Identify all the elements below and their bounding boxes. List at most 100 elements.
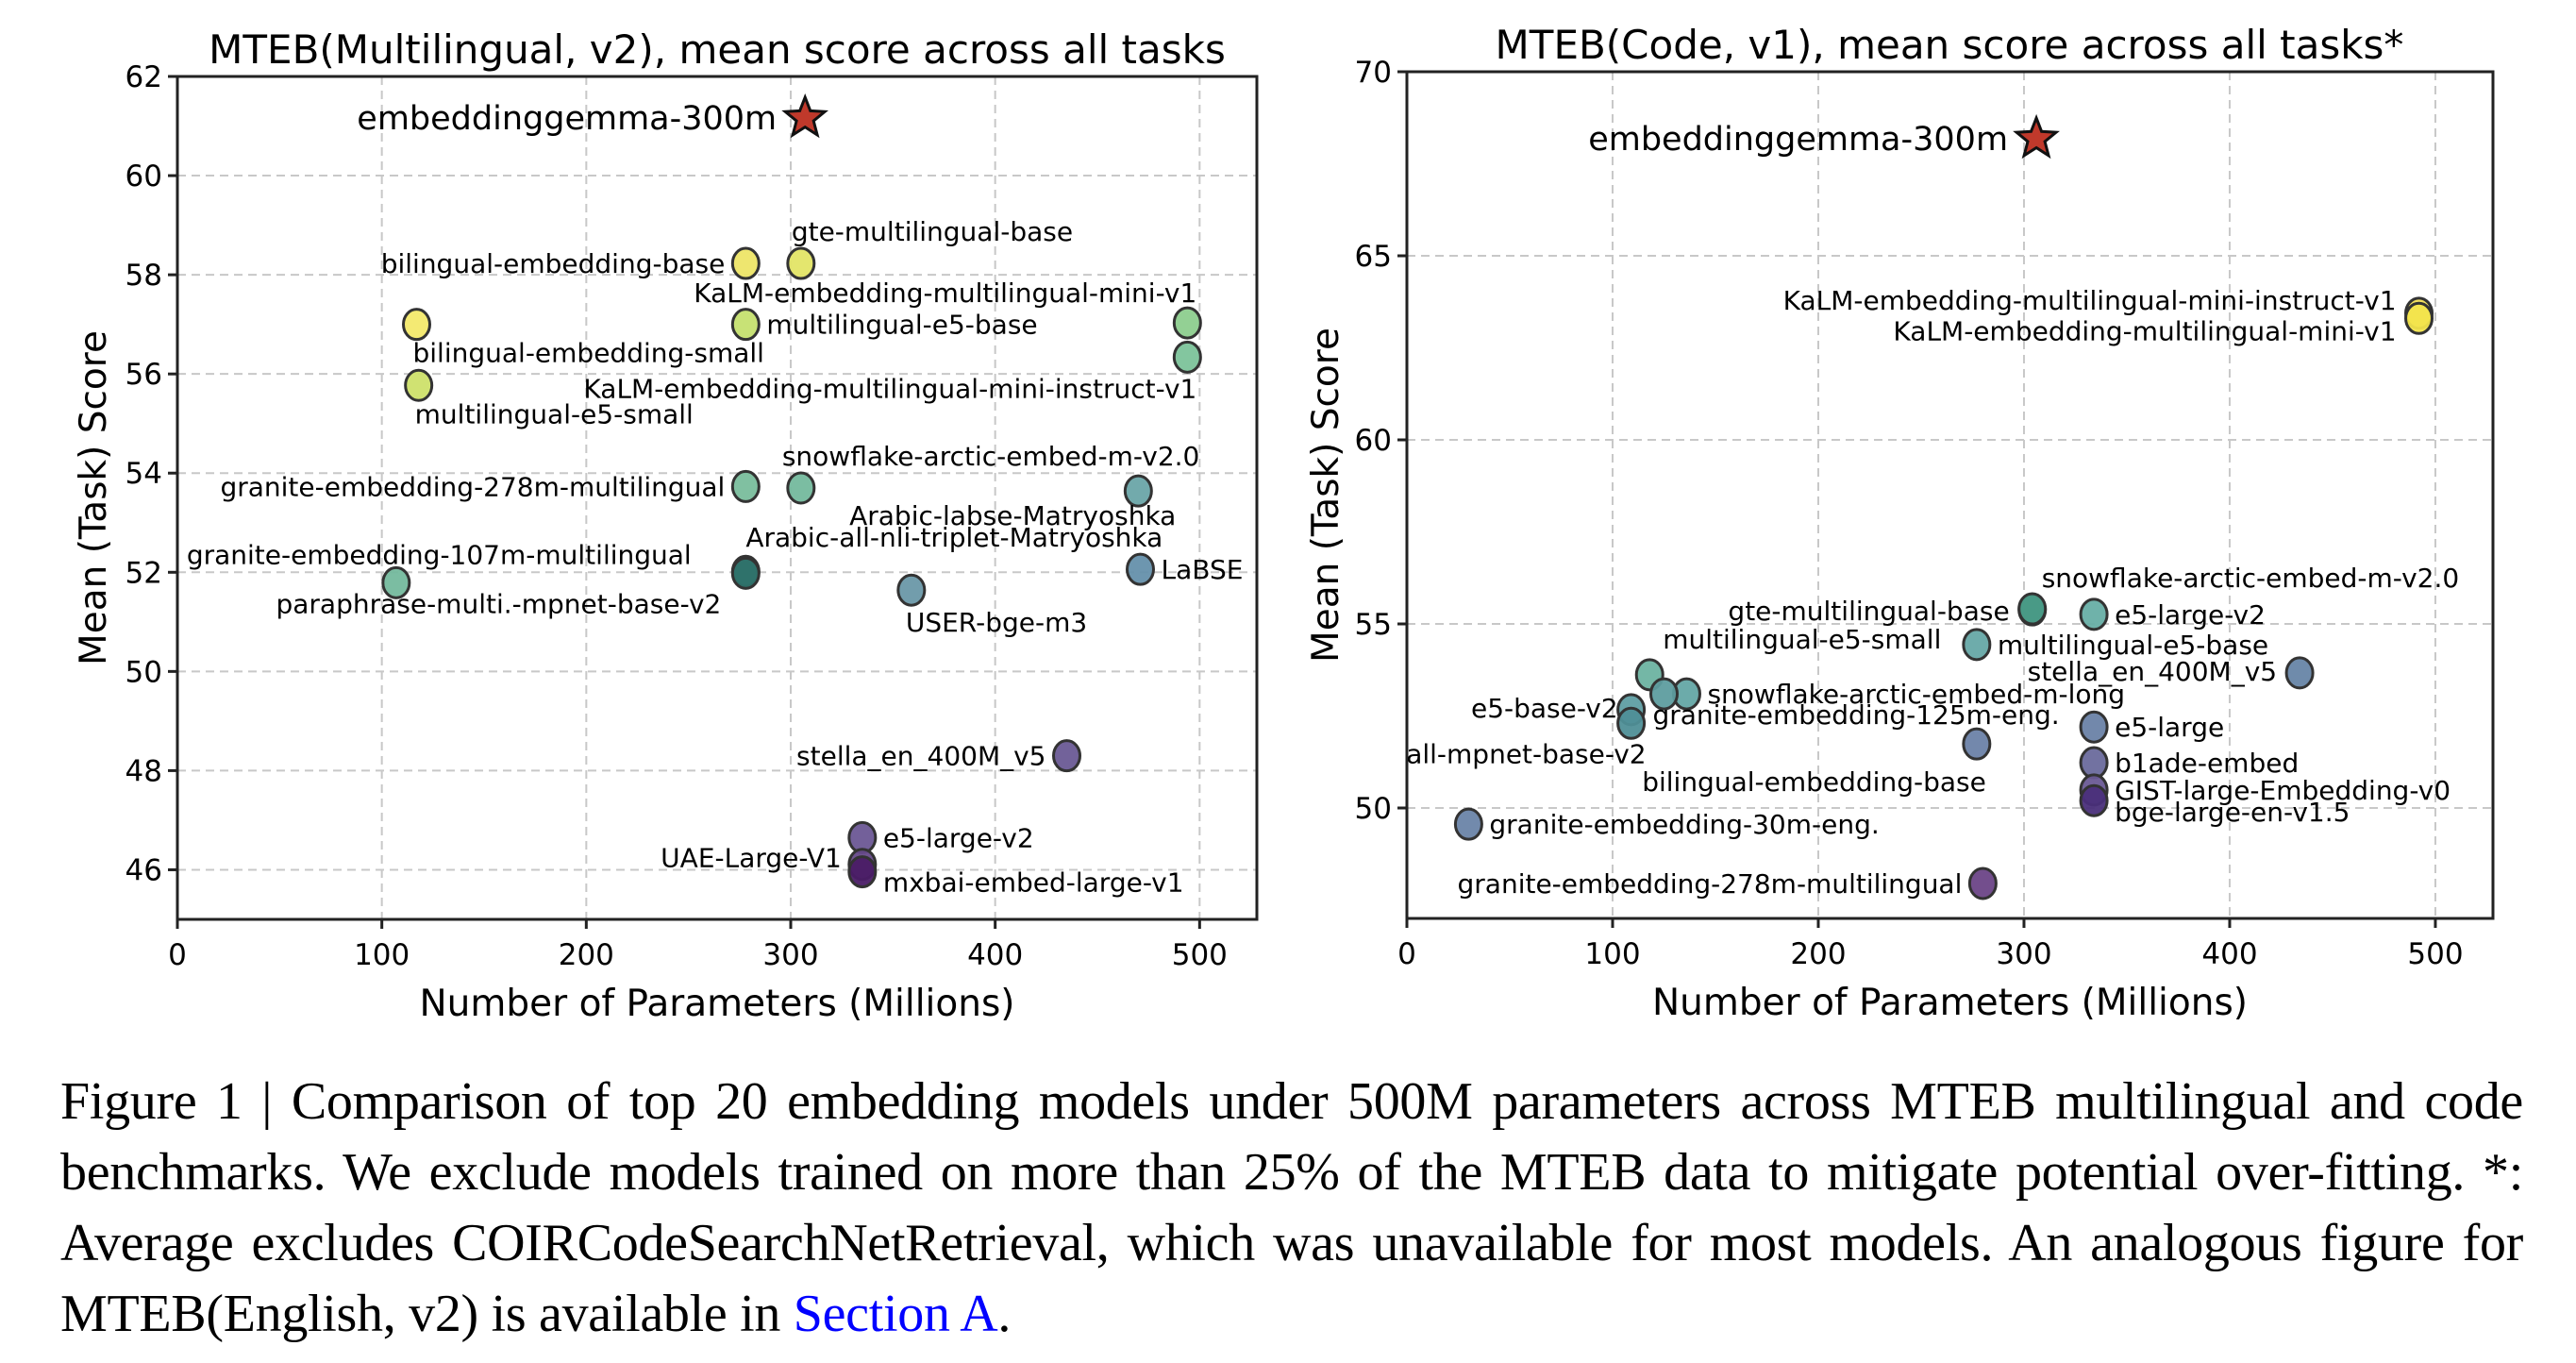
point-label: granite-embedding-30m-eng. [1489,809,1879,840]
y-axis-label: Mean (Task) Score [73,330,115,665]
data-point [1967,867,1998,900]
data-point [1962,727,1992,761]
y-tick-label: 48 [125,754,162,788]
point-label: e5-large [2115,712,2224,743]
plot-frame [1405,70,2495,920]
data-point [847,855,878,889]
y-tick-label: 46 [125,853,162,887]
data-point [402,308,431,342]
chart-multilingual: 0 100 200 300 400 500 46 48 50 52 54 56 58 60 62 MTEB(M… [73,26,1259,1025]
data-point [730,246,761,280]
y-tick-label: 60 [125,160,162,194]
data-point [404,368,434,402]
data-point [1616,706,1647,740]
highlight-label: embeddinggemma-300m [357,100,777,138]
y-tick-label: 54 [125,457,162,491]
point-label: multilingual-e5-small [1663,624,1941,655]
point-label: granite-embedding-125m-eng. [1652,699,2059,731]
x-axis-label: Number of Parameters (Millions) [420,983,1015,1025]
x-tick-label: 300 [762,938,818,972]
figure-charts: 0 100 200 300 400 500464850525456586062MTEB(M… [73,22,2495,1025]
data-point [2017,592,2048,626]
x-tick-label: 200 [1790,937,1846,971]
x-tick-label: 0 [168,938,187,972]
point-label: multilingual-e5-base [766,310,1037,341]
point-label: granite-embedding-278m-multilingual [1458,868,1963,900]
x-tick-label: 400 [967,938,1023,972]
section-a-link[interactable]: Section A [793,1285,998,1343]
y-tick-label: 60 [1355,424,1392,458]
x-axis-label: Number of Parameters (Millions) [1652,982,2248,1024]
x-tick-label: 200 [559,938,614,972]
data-point [2079,746,2109,780]
data-point [1123,474,1153,508]
point-label: stella_en_400M_v5 [2028,656,2277,687]
point-label: snowflake-arctic-embed-m-v2.0 [2042,563,2460,594]
point-label: b1ade-embed [2115,748,2299,779]
y-tick-label: 50 [125,655,162,689]
point-label: KaLM-embedding-multilingual-mini-instruc… [1783,285,2397,316]
point-label: granite-embedding-278m-multilingual [220,471,725,502]
chart-code: 0 100 200 300 400 500 50 55 60 65 70 MTEB(Code, v1)… [1305,22,2495,1024]
point-label: bilingual-embedding-base [1642,766,1986,798]
y-tick-label: 56 [125,358,162,392]
data-point [2079,710,2109,744]
caption-text: Figure 1 | Comparison of top 20 embeddin… [60,1072,2523,1343]
point-label: KaLM-embedding-multilingual-mini-v1 [694,278,1196,309]
x-tick-label: 500 [2407,937,2463,971]
data-point [1126,552,1155,586]
point-label: bilingual-embedding-small [413,338,764,369]
point-label: Arabic-all-nli-triplet-Matryoshka [745,522,1163,553]
data-point [381,565,411,599]
y-tick-label: 55 [1355,608,1392,642]
data-point [1172,306,1202,340]
point-label: snowflake-arctic-embed-m-long [1707,679,2125,710]
point-label: bilingual-embedding-base [381,248,726,279]
data-point [730,469,761,503]
point-label: KaLM-embedding-multilingual-mini-v1 [1893,315,2396,346]
data-point [2079,597,2109,631]
y-tick-label: 62 [125,60,162,94]
highlight-star [781,93,829,139]
figure-caption: Figure 1 | Comparison of top 20 embeddin… [60,1067,2523,1350]
point-label: LaBSE [1162,554,1244,585]
data-point [2404,301,2434,335]
point-label: Arabic-labse-Matryoshka [849,500,1176,531]
data-point [730,556,761,590]
point-label: UAE-Large-V1 [661,843,842,874]
chart-title: MTEB(Code, v1), mean score across all ta… [1496,22,2404,68]
x-tick-label: 400 [2201,937,2257,971]
point-label: all-mpnet-base-v2 [1406,738,1646,769]
y-tick-label: 52 [125,556,162,590]
point-label: e5-base-v2 [1471,693,1618,724]
point-label: GIST-large-Embedding-v0 [2115,775,2451,806]
caption-suffix: . [997,1285,1012,1343]
point-label: bge-large-en-v1.5 [2115,797,2350,828]
point-label: stella_en_400M_v5 [796,741,1045,772]
point-label: gte-multilingual-base [1728,596,2009,627]
data-point [2079,783,2109,817]
x-tick-label: 100 [1584,937,1640,971]
point-label: e5-large-v2 [2115,599,2266,631]
point-label: USER-bge-m3 [906,607,1087,638]
point-label: e5-large-v2 [883,822,1034,853]
point-label: gte-multilingual-base [792,216,1073,247]
data-point [1648,677,1679,711]
data-point [2284,656,2315,690]
data-point [1453,807,1483,841]
point-label: snowflake-arctic-embed-m-v2.0 [782,441,1200,472]
chart-title: MTEB(Multilingual, v2), mean score acros… [209,26,1226,73]
point-label: multilingual-e5-base [1998,630,2268,661]
data-point [786,246,816,280]
point-label: granite-embedding-107m-multilingual [187,539,692,570]
x-tick-label: 500 [1172,938,1228,972]
data-point [786,471,816,505]
data-point [730,308,761,342]
point-label: multilingual-e5-small [415,398,694,429]
y-axis-label: Mean (Task) Score [1305,328,1347,663]
x-tick-label: 300 [1996,937,2051,971]
plot-frame [176,75,1259,921]
data-point [1172,340,1202,374]
x-tick-label: 100 [354,938,410,972]
data-point [1052,739,1081,773]
